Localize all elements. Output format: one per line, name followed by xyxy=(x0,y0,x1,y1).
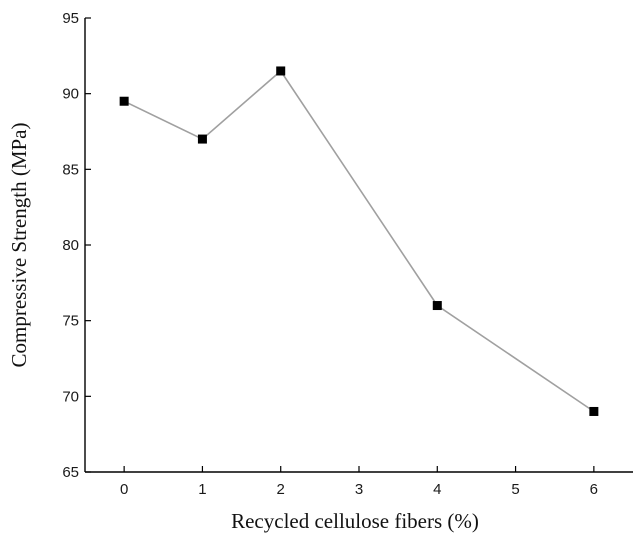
y-tick-label: 90 xyxy=(62,86,79,103)
x-tick-label: 3 xyxy=(355,481,363,498)
x-tick-label: 1 xyxy=(198,481,206,498)
data-point xyxy=(197,134,207,144)
data-point xyxy=(589,406,599,416)
plot-area xyxy=(84,18,633,473)
data-point xyxy=(432,301,442,311)
data-point xyxy=(119,96,129,106)
y-tick-label: 70 xyxy=(62,388,79,405)
x-tick-label: 0 xyxy=(120,481,128,498)
x-tick-label: 4 xyxy=(433,481,441,498)
y-tick-label: 85 xyxy=(62,161,79,178)
x-axis-title: Recycled cellulose fibers (%) xyxy=(231,509,479,533)
y-axis-title: Compressive Strength (MPa) xyxy=(7,123,31,368)
x-tick-label: 6 xyxy=(590,481,598,498)
data-series xyxy=(119,66,599,416)
x-axis-ticks: 0 1 2 3 4 5 6 xyxy=(120,466,598,498)
y-axis-ticks: 65 70 75 80 85 90 95 xyxy=(62,10,91,481)
series-line xyxy=(123,69,595,413)
y-tick-label: 80 xyxy=(62,237,79,254)
x-tick-label: 5 xyxy=(511,481,519,498)
data-point xyxy=(276,66,286,76)
y-tick-label: 65 xyxy=(62,464,79,481)
y-tick-label: 75 xyxy=(62,313,79,330)
x-tick-label: 2 xyxy=(277,481,285,498)
y-tick-label: 95 xyxy=(62,10,79,27)
